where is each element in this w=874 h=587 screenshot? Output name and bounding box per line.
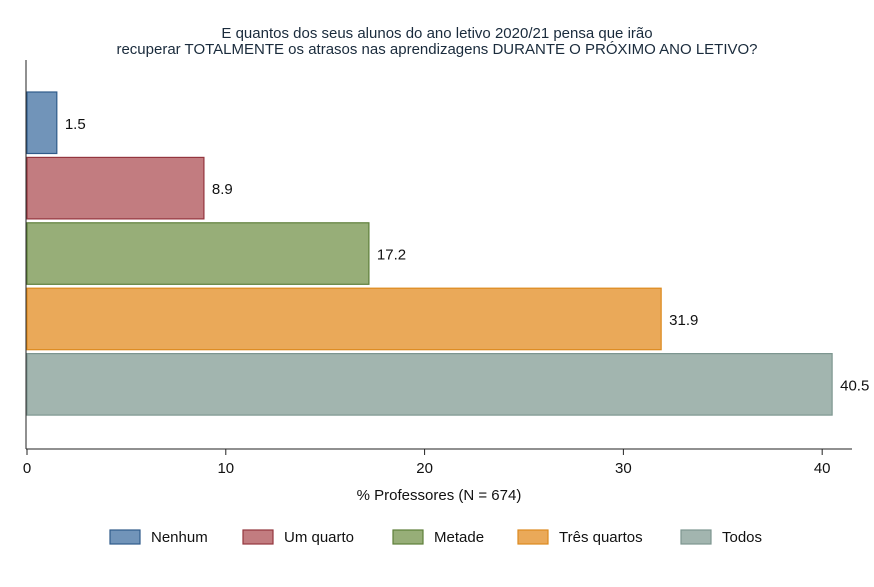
bar-um-quarto (26, 156, 205, 220)
value-label: 31.9 (669, 312, 698, 329)
value-label: 17.2 (377, 247, 406, 264)
value-label: 1.5 (65, 116, 86, 133)
chart-title-line: recuperar TOTALMENTE os atrasos nas apre… (116, 41, 757, 58)
bar-três-quartos (26, 287, 662, 351)
legend-label: Nenhum (151, 529, 208, 546)
x-tick-label: 10 (217, 460, 234, 477)
value-label: 40.5 (840, 377, 869, 394)
legend-swatch (109, 529, 141, 545)
legend-label: Todos (722, 529, 762, 546)
value-labels: 1.5 8.9 17.2 31.9 40.5 (65, 116, 870, 395)
bar-todos (26, 353, 833, 416)
bar-nenhum (26, 91, 58, 155)
legend-swatch (242, 529, 274, 545)
legend-label: Um quarto (284, 529, 354, 546)
legend-swatch (680, 529, 712, 545)
bar-metade (26, 222, 370, 285)
bars (26, 91, 833, 416)
x-tick-label: 20 (416, 460, 433, 477)
chart-title-line: E quantos dos seus alunos do ano letivo … (221, 25, 652, 42)
chart-title: E quantos dos seus alunos do ano letivo … (116, 25, 757, 58)
legend-label: Metade (434, 529, 484, 546)
axes: 0 10 20 30 40 % Professores (N = 674) (23, 60, 852, 504)
value-label: 8.9 (212, 181, 233, 198)
legend: Nenhum Um quarto Metade Três quartos Todos (109, 529, 762, 546)
x-tick-label: 0 (23, 460, 31, 477)
x-axis-label: % Professores (N = 674) (357, 487, 522, 504)
legend-label: Três quartos (559, 529, 643, 546)
x-tick-label: 40 (814, 460, 831, 477)
x-tick-label: 30 (615, 460, 632, 477)
legend-swatch (392, 529, 424, 545)
legend-swatch (517, 529, 549, 545)
